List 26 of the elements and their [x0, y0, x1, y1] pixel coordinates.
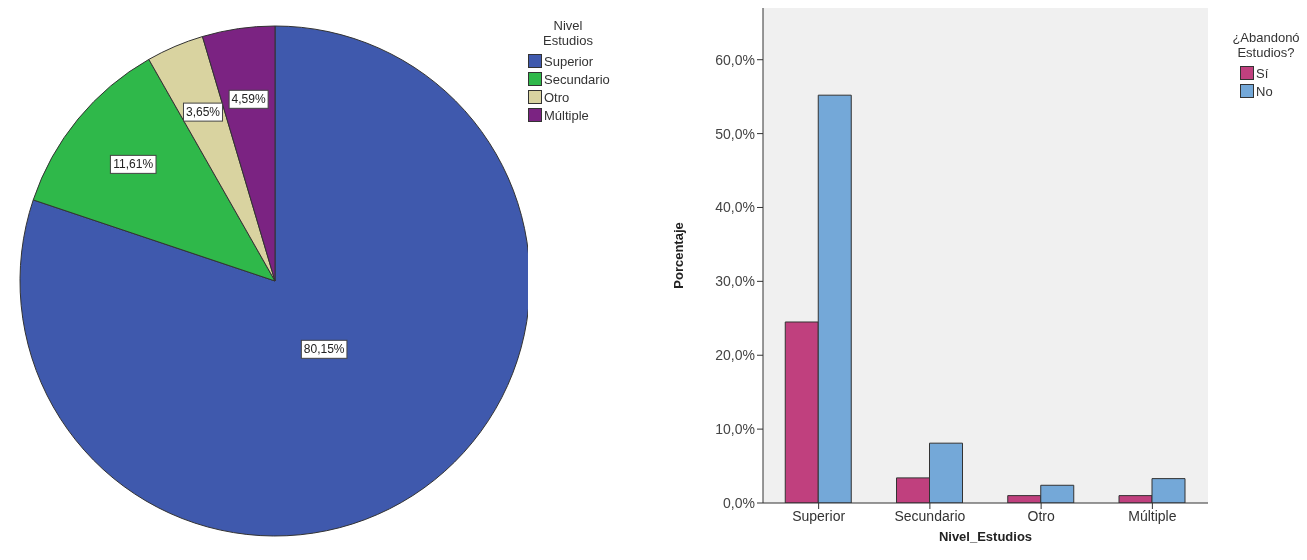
- y-tick-label: 30,0%: [715, 273, 755, 290]
- y-tick-label: 40,0%: [715, 199, 755, 216]
- data-label: 11,61%: [113, 157, 154, 172]
- legend-label: Otro: [544, 89, 570, 105]
- x-tick-label: Otro: [1027, 507, 1055, 524]
- legend-label: No: [1256, 83, 1273, 99]
- data-label: 3,65%: [185, 105, 221, 120]
- legend-label: Superior: [544, 53, 594, 69]
- y-axis-title: Porcentaje: [670, 222, 686, 289]
- pie-slice: [20, 25, 528, 537]
- data-label: 80,15%: [303, 342, 345, 357]
- x-tick-label: Secundario: [894, 507, 966, 524]
- y-tick-label: 50,0%: [715, 125, 755, 142]
- legend-title: Nivel Estudios: [542, 18, 594, 48]
- data-label: 4,59%: [231, 92, 266, 107]
- legend-label: Sí: [1256, 65, 1269, 81]
- x-tick-label: Superior: [792, 507, 846, 524]
- x-axis-title: Nivel_Estudios: [938, 529, 1033, 545]
- legend-title: ¿Abandonó Estudios?: [1231, 30, 1301, 60]
- y-tick-label: 20,0%: [715, 347, 755, 364]
- legend-label: Secundario: [544, 71, 610, 87]
- x-tick-label: Múltiple: [1128, 507, 1177, 524]
- y-tick-label: 0,0%: [723, 494, 755, 511]
- y-tick-label: 10,0%: [715, 421, 755, 438]
- legend-label: Múltiple: [544, 107, 589, 123]
- y-tick-label: 60,0%: [715, 51, 755, 68]
